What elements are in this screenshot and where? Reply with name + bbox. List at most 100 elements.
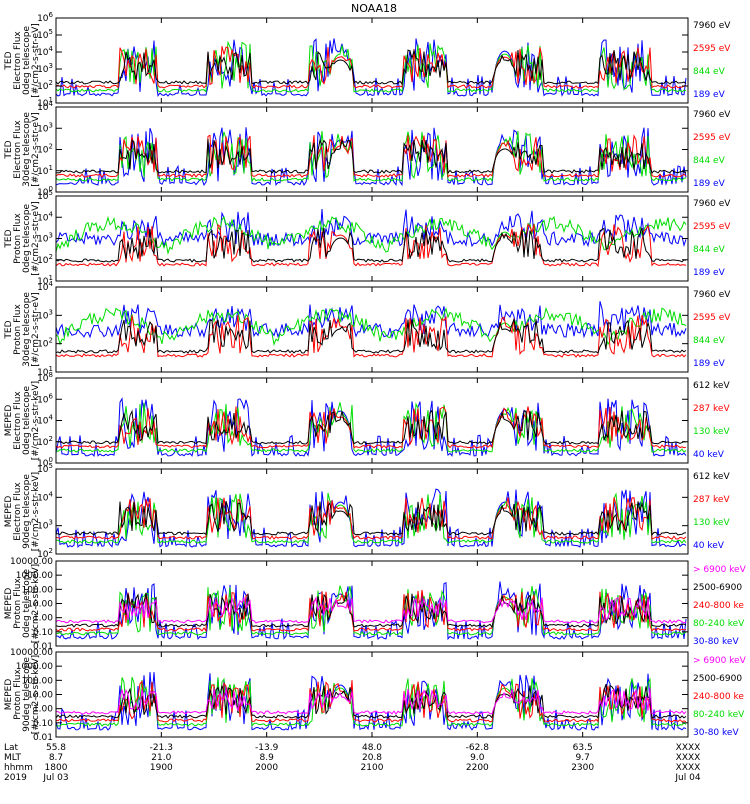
y-axis-label: 30deg telescope — [22, 112, 32, 187]
x-tick-hhmm: 2200 — [466, 763, 489, 773]
y-tick-label: 104 — [37, 45, 53, 58]
series-red-trace — [56, 406, 687, 449]
series-black-trace — [56, 409, 687, 445]
y-axis-label: 0deg telescope — [22, 26, 32, 96]
y-axis-label: [#/cm2-s-str-eV] — [31, 201, 41, 276]
y-axis-label: TED — [4, 320, 14, 339]
legend-item-green: 130 keV — [693, 427, 730, 437]
series-black-trace — [56, 684, 687, 719]
y-tick-label: 105 — [37, 28, 53, 41]
legend-item-red: 2595 eV — [693, 133, 731, 143]
y-axis-label: Proton Flux — [13, 669, 23, 720]
series-green-trace — [56, 40, 687, 93]
legend-item-green: 80-240 keV — [693, 619, 745, 629]
y-axis-label: [#/cm2-s-str-keV] — [31, 655, 41, 734]
x-tick-lat: XXXX — [676, 743, 701, 753]
panel-traces — [56, 208, 687, 268]
panel-traces — [56, 672, 687, 731]
y-tick-label: 101 — [37, 164, 53, 177]
panel-traces — [56, 397, 687, 457]
series-red-trace — [56, 46, 687, 89]
panel-2: 100 101 102 103 104 TED Electron Flux 30deg tel… — [4, 100, 731, 198]
x-row-label: 2019 — [4, 773, 27, 783]
x-tick-hhmm: 2300 — [571, 763, 594, 773]
series-blue-trace — [56, 581, 687, 641]
x-tick-date: Jul 04 — [674, 773, 700, 783]
panel-6: 102 103 104 105 MEPED Electron Flux 90deg tele… — [4, 462, 730, 560]
legend-item-red: 2595 eV — [693, 313, 731, 323]
legend-item-green: 844 eV — [693, 336, 726, 346]
y-tick-label: 10000.00 — [10, 648, 53, 658]
legend-item-red: 2595 eV — [693, 222, 731, 232]
series-red-trace — [56, 589, 687, 633]
y-axis-label: 90deg telescope — [22, 474, 32, 549]
y-tick-label: 104 — [37, 210, 53, 223]
y-tick-label: 103 — [37, 62, 53, 75]
series-black-trace — [56, 227, 687, 263]
x-tick-hhmm: XXXX — [676, 763, 701, 773]
y-axis-label: Electron Flux — [13, 31, 23, 90]
x-tick-date: Jul 03 — [42, 773, 68, 783]
x-tick-mlt: 8.7 — [49, 753, 63, 763]
y-tick-label: 100 — [37, 185, 53, 198]
y-tick-label: 103 — [37, 121, 53, 134]
y-tick-label: 102 — [37, 79, 53, 92]
series-red-trace — [56, 497, 687, 540]
x-tick-lat: -21.3 — [150, 743, 173, 753]
y-tick-label: 10.00 — [27, 691, 53, 701]
x-tick-mlt: 9.7 — [576, 753, 590, 763]
panel-traces — [56, 488, 687, 548]
y-tick-label: 103 — [37, 308, 53, 321]
legend-item-black: 612 keV — [693, 381, 730, 391]
y-tick-label: 105 — [37, 189, 53, 202]
y-tick-label: 102 — [37, 547, 53, 560]
y-tick-label: 104 — [37, 100, 53, 113]
legend-item-blue: 189 eV — [693, 90, 726, 100]
panel-1: 101 102 103 104 105 106 TED Electron Flux 0deg t… — [4, 11, 731, 109]
series-blue-trace — [56, 38, 687, 97]
y-axis-label: MEPED — [4, 405, 14, 437]
series-blue-trace — [56, 301, 687, 339]
y-axis-label: 0deg telescope — [22, 569, 32, 639]
y-tick-label: 102 — [37, 253, 53, 266]
legend-item-black: 7960 eV — [693, 199, 731, 209]
x-tick-hhmm: 1800 — [45, 763, 68, 773]
panel-traces — [56, 301, 687, 358]
x-tick-mlt: XXXX — [676, 753, 701, 763]
legend-item-blue: 189 eV — [693, 359, 726, 369]
series-black-trace — [56, 317, 687, 354]
y-axis-label: [#/cm2-s-str-eV] — [31, 23, 41, 98]
series-green-trace — [56, 402, 687, 453]
chart-title: NOAA18 — [351, 2, 397, 15]
panel-traces — [56, 581, 687, 641]
y-axis-label: Electron Flux — [13, 391, 23, 450]
series-red-trace — [56, 223, 687, 268]
y-tick-label: 101 — [37, 96, 53, 109]
series-magenta-trace — [56, 596, 687, 624]
series-black-trace — [56, 138, 687, 175]
y-axis-label: Electron Flux — [13, 482, 23, 541]
x-tick-mlt: 20.8 — [362, 753, 382, 763]
y-axis-label: MEPED — [4, 679, 14, 711]
panel-3: 101 102 103 104 105 TED Proton Flux 0deg telesc… — [4, 189, 731, 287]
y-axis-label: [#/cm2-s-str-keV] — [31, 564, 41, 643]
y-tick-label: 0.01 — [33, 642, 53, 652]
x-tick-mlt: 21.0 — [151, 753, 171, 763]
legend-item-red: 287 keV — [693, 495, 730, 505]
y-tick-label: 106 — [37, 392, 53, 405]
x-tick-hhmm: 2000 — [255, 763, 278, 773]
y-axis-label: TED — [4, 140, 14, 159]
series-green-trace — [56, 492, 687, 544]
y-tick-label: 106 — [37, 11, 53, 24]
y-axis-label: TED — [4, 229, 14, 248]
series-green-trace — [56, 585, 687, 637]
legend-item-green: 130 keV — [693, 518, 730, 528]
y-tick-label: 101 — [37, 365, 53, 378]
series-green-trace — [56, 130, 687, 183]
y-tick-label: 102 — [37, 337, 53, 350]
series-green-trace — [56, 306, 687, 347]
panel-4: 101 102 103 104 TED Proton Flux 30deg telescop… — [4, 280, 731, 378]
legend-item-blue: 30-80 keV — [693, 728, 739, 738]
